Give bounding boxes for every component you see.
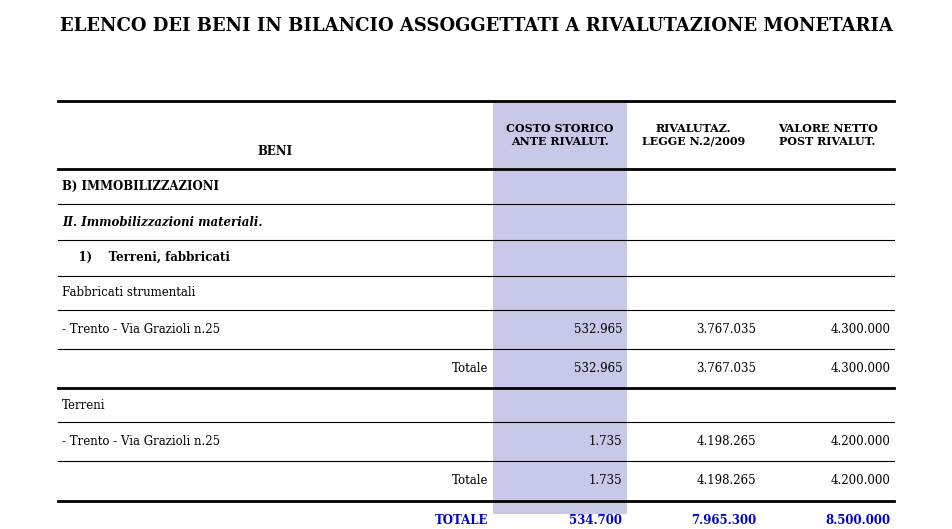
Text: ELENCO DEI BENI IN BILANCIO ASSOGGETTATI A RIVALUTAZIONE MONETARIA: ELENCO DEI BENI IN BILANCIO ASSOGGETTATI… — [59, 17, 893, 35]
Text: 4.300.000: 4.300.000 — [830, 362, 890, 375]
Text: TOTALE: TOTALE — [435, 514, 488, 527]
Text: 7.965.300: 7.965.300 — [691, 514, 756, 527]
Text: 8.500.000: 8.500.000 — [825, 514, 890, 527]
Text: Totale: Totale — [452, 362, 488, 375]
Text: COSTO STORICO
ANTE RIVALUT.: COSTO STORICO ANTE RIVALUT. — [506, 123, 613, 147]
Text: RIVALUTAZ.
LEGGE N.2/2009: RIVALUTAZ. LEGGE N.2/2009 — [642, 123, 745, 147]
Text: 4.300.000: 4.300.000 — [830, 323, 890, 336]
Text: BENI: BENI — [258, 145, 292, 158]
Text: 3.767.035: 3.767.035 — [696, 362, 756, 375]
Text: 532.965: 532.965 — [574, 362, 623, 375]
Text: 1.735: 1.735 — [588, 435, 623, 448]
Text: - Trento - Via Grazioli n.25: - Trento - Via Grazioli n.25 — [62, 323, 220, 336]
Text: 534.700: 534.700 — [569, 514, 623, 527]
Text: Terreni: Terreni — [62, 398, 106, 412]
Text: Fabbricati strumentali: Fabbricati strumentali — [62, 286, 195, 299]
Text: 532.965: 532.965 — [574, 323, 623, 336]
Text: 3.767.035: 3.767.035 — [696, 323, 756, 336]
Text: 4.198.265: 4.198.265 — [697, 475, 756, 487]
Text: 4.198.265: 4.198.265 — [697, 435, 756, 448]
Text: 1.735: 1.735 — [588, 475, 623, 487]
Text: VALORE NETTO
POST RIVALUT.: VALORE NETTO POST RIVALUT. — [778, 123, 878, 147]
Bar — [493, 101, 626, 514]
Text: II. Immobilizzazioni materiali.: II. Immobilizzazioni materiali. — [62, 216, 263, 229]
Text: - Trento - Via Grazioli n.25: - Trento - Via Grazioli n.25 — [62, 435, 220, 448]
Text: B) IMMOBILIZZAZIONI: B) IMMOBILIZZAZIONI — [62, 180, 219, 193]
Text: 4.200.000: 4.200.000 — [830, 435, 890, 448]
Text: 1)    Terreni, fabbricati: 1) Terreni, fabbricati — [62, 251, 229, 264]
Text: 4.200.000: 4.200.000 — [830, 475, 890, 487]
Text: Totale: Totale — [452, 475, 488, 487]
